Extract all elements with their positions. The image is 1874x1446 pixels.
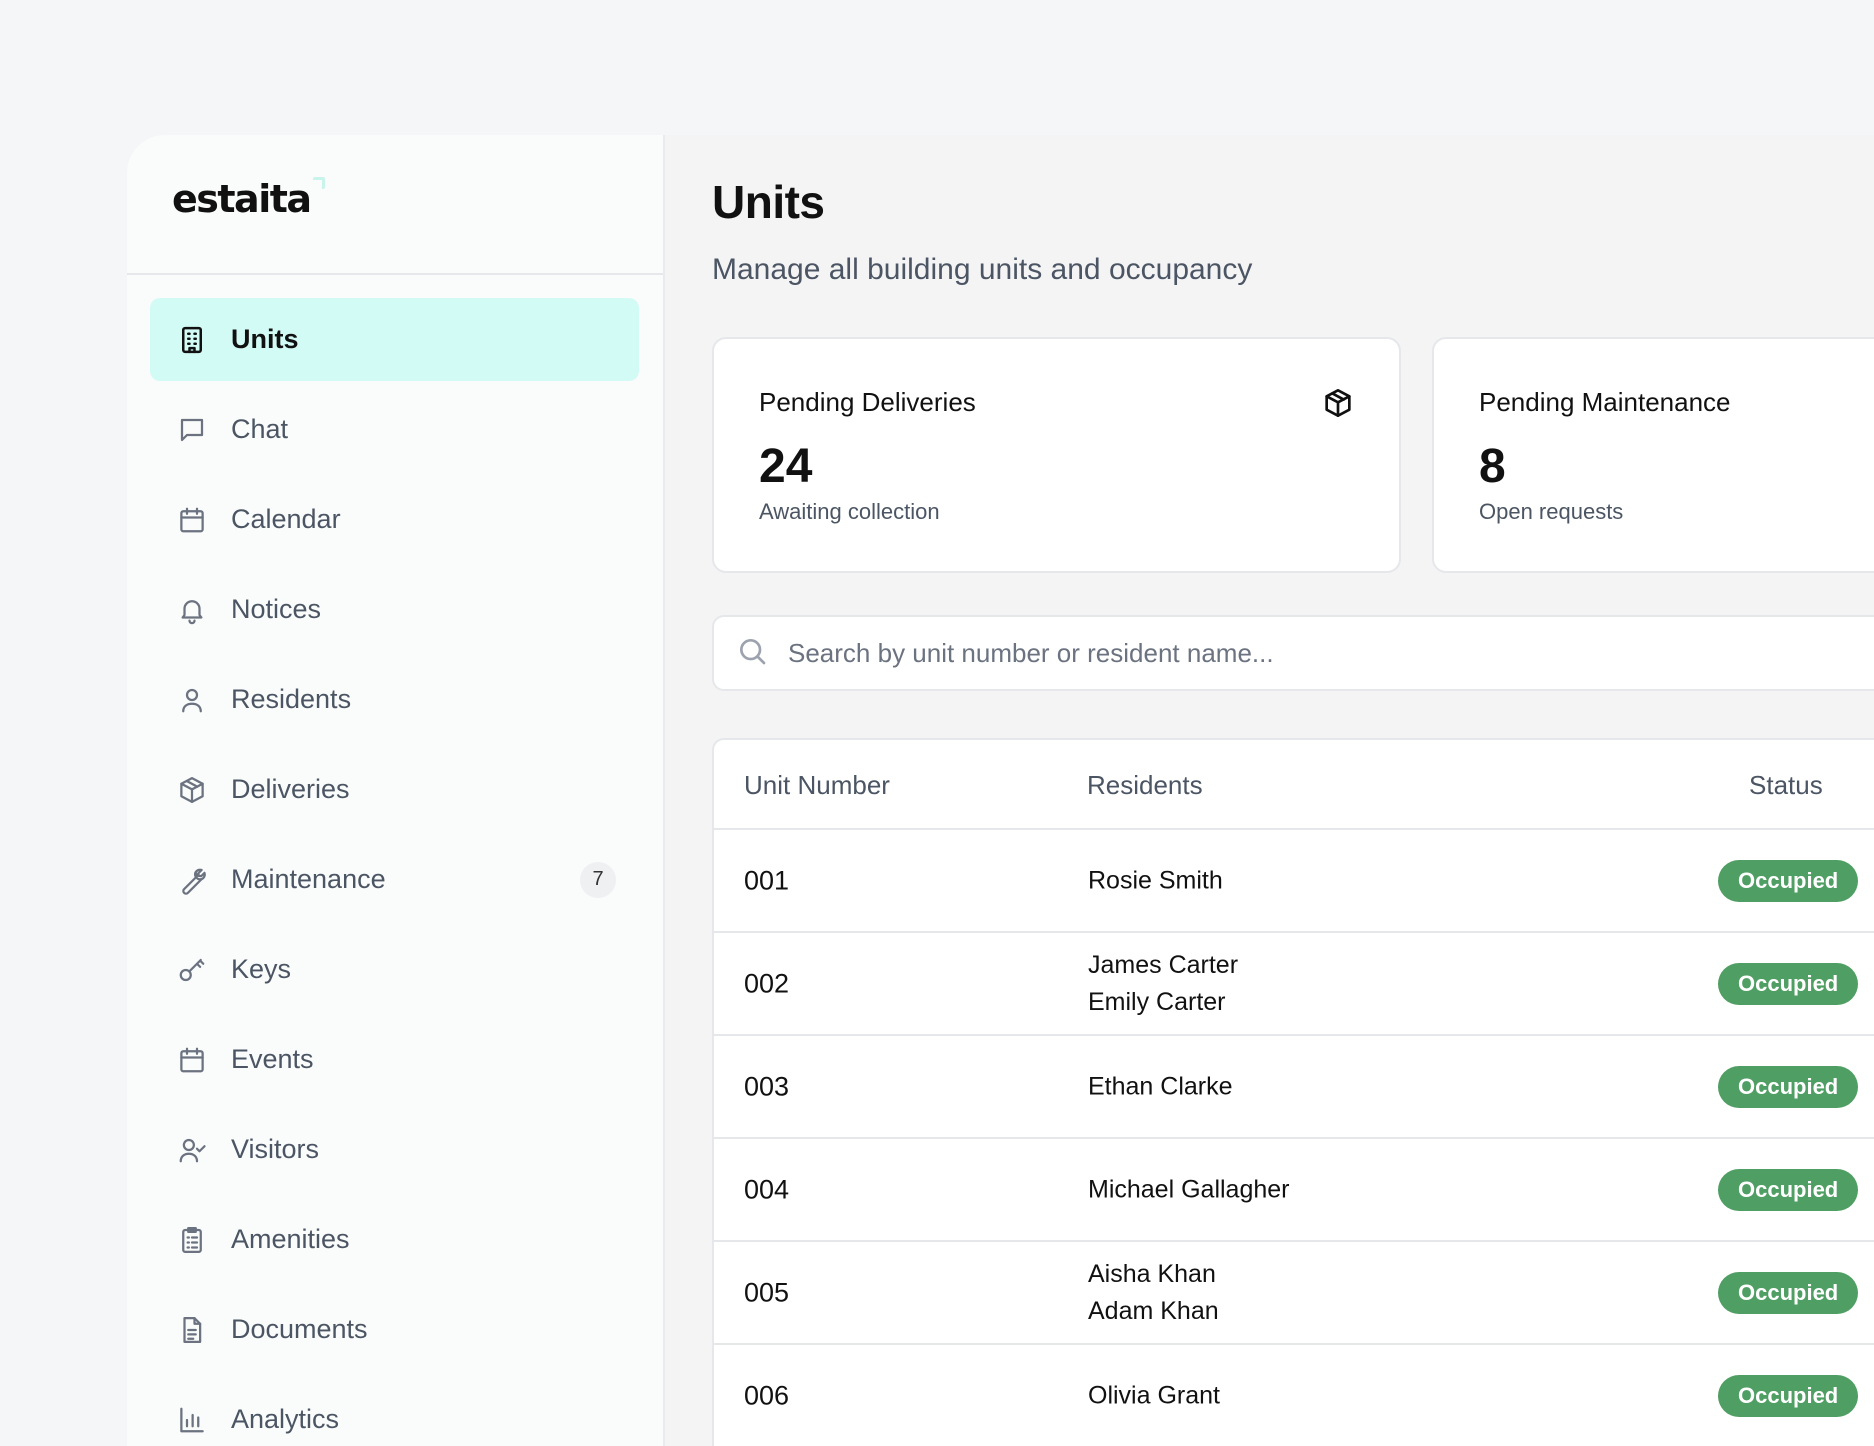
- table-row[interactable]: 001 Rosie Smith Occupied: [714, 830, 1874, 933]
- sidebar-item-label: Chat: [231, 414, 289, 444]
- card-title: Pending Deliveries: [759, 387, 976, 417]
- package-icon: [1322, 387, 1354, 419]
- resident-name: James Carter: [1088, 950, 1239, 979]
- resident-name: Adam Khan: [1088, 1296, 1219, 1325]
- clipboard-list-icon: [177, 1225, 207, 1255]
- sidebar-item-label: Notices: [231, 594, 322, 624]
- logo[interactable]: estaita: [172, 177, 325, 221]
- column-header-residents[interactable]: Residents: [1087, 770, 1203, 800]
- sidebar-item-residents[interactable]: Residents: [150, 658, 639, 741]
- bar-chart-icon: [177, 1405, 207, 1435]
- resident-name: Rosie Smith: [1088, 866, 1223, 894]
- table-row[interactable]: 006 Olivia Grant Occupied: [714, 1345, 1874, 1446]
- search-icon: [736, 635, 768, 672]
- card-value: 24: [759, 440, 813, 493]
- sidebar-item-label: Amenities: [231, 1224, 350, 1254]
- sidebar-item-analytics[interactable]: Analytics: [150, 1378, 639, 1446]
- maintenance-count-badge: 7: [580, 861, 616, 898]
- sidebar-item-label: Events: [231, 1044, 314, 1074]
- status-badge: Occupied: [1718, 962, 1859, 1005]
- app-window: estaita Units Chat Calendar Notices: [127, 135, 1874, 1446]
- units-table: Unit Number Residents Status 001 Rosie S…: [712, 738, 1874, 1446]
- calendar-icon: [177, 1045, 207, 1075]
- sidebar-item-deliveries[interactable]: Deliveries: [150, 748, 639, 831]
- sidebar-item-documents[interactable]: Documents: [150, 1288, 639, 1371]
- card-value: 8: [1479, 440, 1506, 493]
- unit-number: 005: [744, 1277, 790, 1307]
- sidebar-item-maintenance[interactable]: Maintenance 7: [150, 838, 639, 921]
- resident-name: Emily Carter: [1088, 987, 1226, 1016]
- sidebar-item-units[interactable]: Units: [150, 298, 639, 381]
- resident-name: Ethan Clarke: [1088, 1072, 1233, 1100]
- logo-mark-icon: [312, 177, 325, 189]
- user-check-icon: [177, 1135, 207, 1165]
- message-square-icon: [177, 415, 207, 445]
- sidebar-item-label: Units: [231, 324, 299, 354]
- sidebar-item-label: Analytics: [231, 1404, 340, 1434]
- residents-cell: James Carter Emily Carter: [1088, 947, 1238, 1021]
- table-header: Unit Number Residents Status: [714, 740, 1874, 830]
- main-content: Units Manage all building units and occu…: [665, 135, 1874, 1446]
- resident-name: Michael Gallagher: [1088, 1175, 1290, 1203]
- key-icon: [177, 955, 207, 985]
- status-badge: Occupied: [1718, 1065, 1859, 1108]
- sidebar-item-label: Visitors: [231, 1134, 320, 1164]
- sidebar-item-label: Calendar: [231, 504, 341, 534]
- unit-number: 004: [744, 1174, 790, 1204]
- residents-cell: Ethan Clarke: [1088, 1068, 1233, 1105]
- calendar-icon: [177, 505, 207, 535]
- unit-number: 001: [744, 865, 790, 895]
- residents-cell: Rosie Smith: [1088, 862, 1223, 899]
- card-subtitle: Awaiting collection: [759, 499, 940, 524]
- status-badge: Occupied: [1718, 1374, 1859, 1417]
- sidebar-item-notices[interactable]: Notices: [150, 568, 639, 651]
- logo-text: estaita: [172, 177, 312, 221]
- table-row[interactable]: 005 Aisha Khan Adam Khan Occupied: [714, 1242, 1874, 1345]
- sidebar-item-chat[interactable]: Chat: [150, 388, 639, 471]
- sidebar-item-label: Keys: [231, 954, 292, 984]
- column-header-status[interactable]: Status: [1749, 770, 1823, 800]
- user-icon: [177, 685, 207, 715]
- sidebar-item-label: Residents: [231, 684, 352, 714]
- sidebar-item-label: Maintenance: [231, 864, 386, 894]
- sidebar-nav: Units Chat Calendar Notices Residents De…: [127, 275, 663, 1446]
- unit-number: 003: [744, 1071, 790, 1101]
- residents-cell: Olivia Grant: [1088, 1377, 1220, 1414]
- sidebar-item-label: Documents: [231, 1314, 368, 1344]
- status-badge: Occupied: [1718, 859, 1859, 902]
- page-title: Units: [712, 176, 825, 228]
- sidebar-item-keys[interactable]: Keys: [150, 928, 639, 1011]
- bell-icon: [177, 595, 207, 625]
- resident-name: Olivia Grant: [1088, 1381, 1220, 1409]
- wrench-icon: [177, 865, 207, 895]
- page-subtitle: Manage all building units and occupancy: [712, 253, 1253, 286]
- pending-maintenance-card[interactable]: Pending Maintenance 8 Open requests: [1432, 337, 1874, 573]
- residents-cell: Michael Gallagher: [1088, 1171, 1290, 1208]
- sidebar-item-label: Deliveries: [231, 774, 350, 804]
- card-title: Pending Maintenance: [1479, 387, 1731, 417]
- sidebar-item-events[interactable]: Events: [150, 1018, 639, 1101]
- status-badge: Occupied: [1718, 1168, 1859, 1211]
- building-icon: [177, 325, 207, 355]
- resident-name: Aisha Khan: [1088, 1259, 1216, 1288]
- file-text-icon: [177, 1315, 207, 1345]
- pending-deliveries-card[interactable]: Pending Deliveries 24 Awaiting collectio…: [712, 337, 1401, 573]
- sidebar-item-amenities[interactable]: Amenities: [150, 1198, 639, 1281]
- table-row[interactable]: 004 Michael Gallagher Occupied: [714, 1139, 1874, 1242]
- search-bar: [712, 615, 1874, 691]
- sidebar: estaita Units Chat Calendar Notices: [127, 135, 665, 1446]
- sidebar-item-calendar[interactable]: Calendar: [150, 478, 639, 561]
- search-input[interactable]: [788, 637, 1688, 669]
- package-icon: [177, 775, 207, 805]
- column-header-unit-number[interactable]: Unit Number: [744, 770, 890, 800]
- card-subtitle: Open requests: [1479, 499, 1624, 524]
- table-row[interactable]: 002 James Carter Emily Carter Occupied: [714, 933, 1874, 1036]
- table-row[interactable]: 003 Ethan Clarke Occupied: [714, 1036, 1874, 1139]
- sidebar-item-visitors[interactable]: Visitors: [150, 1108, 639, 1191]
- unit-number: 002: [744, 968, 790, 998]
- status-badge: Occupied: [1718, 1271, 1859, 1314]
- unit-number: 006: [744, 1380, 790, 1410]
- brand-header: estaita: [127, 135, 663, 275]
- residents-cell: Aisha Khan Adam Khan: [1088, 1256, 1219, 1330]
